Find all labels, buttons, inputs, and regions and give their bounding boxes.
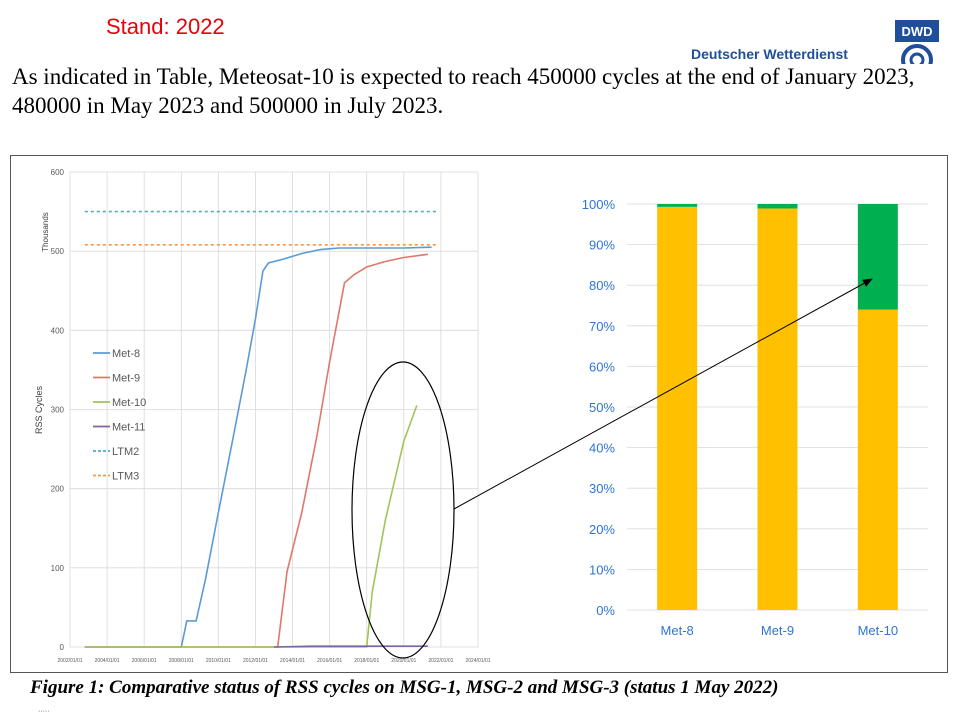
bar-segment-met-10-1 — [857, 204, 898, 310]
bar-chart-ytick-label: 0% — [596, 603, 615, 618]
bar-segment-met-8-0 — [657, 206, 698, 611]
series-line-met-11 — [273, 645, 428, 648]
line-chart-ytick-label: 100 — [51, 564, 65, 573]
bar-chart-ytick-label: 60% — [589, 359, 615, 374]
line-chart-xtick-label: 2010/01/01 — [206, 658, 231, 664]
bar-chart-ytick-label: 70% — [589, 319, 615, 334]
intro-paragraph: As indicated in Table, Meteosat-10 is ex… — [12, 64, 915, 118]
footnote-mark: ····· — [38, 708, 50, 715]
legend-label-met-9: Met-9 — [112, 373, 140, 385]
bar-segment-met-8-1 — [657, 204, 698, 207]
bar-chart-category-label: Met-10 — [858, 623, 898, 638]
line-chart-ylabel: RSS Cycles — [34, 385, 44, 434]
line-chart-xtick-label: 2006/01/01 — [132, 658, 157, 664]
line-chart-xtick-label: 2014/01/01 — [280, 658, 305, 664]
bar-chart-ytick-label: 20% — [589, 522, 615, 537]
series-line-met-10 — [84, 405, 418, 648]
line-chart-xtick-label: 2022/01/01 — [428, 658, 453, 664]
bar-segment-met-9-1 — [757, 204, 798, 209]
line-chart-xtick-label: 2008/01/01 — [169, 658, 194, 664]
figure-caption: Figure 1: Comparative status of RSS cycl… — [30, 677, 779, 698]
bar-chart: 0% 10% 20% 30% 40% 50% 60% 70% 80% 90% 100% Met-8 M… — [582, 197, 928, 638]
stand-label: Stand: 2022 — [106, 14, 225, 39]
dwd-logo-icon: DWD — [895, 20, 939, 64]
annotation-layer — [351, 278, 873, 659]
legend-label-ltm3: LTM3 — [112, 471, 139, 483]
line-chart-ytick-label: 0 — [60, 643, 65, 652]
bar-chart-ytick-label: 80% — [589, 278, 615, 293]
legend-label-met-10: Met-10 — [112, 397, 146, 409]
bar-segment-met-10-0 — [857, 309, 898, 610]
dwd-logo-text: Deutscher Wetterdienst — [691, 46, 848, 62]
highlight-ellipse — [351, 361, 455, 659]
legend-label-met-8: Met-8 — [112, 348, 140, 360]
bar-chart-ytick-label: 50% — [589, 400, 615, 415]
bar-chart-ytick-label: 30% — [589, 481, 615, 496]
bar-chart-ytick-label: 90% — [589, 238, 615, 253]
line-chart-ytick-label: 600 — [51, 168, 65, 177]
bar-chart-category-label: Met-9 — [761, 623, 794, 638]
line-chart-ytick-label: 300 — [51, 406, 65, 415]
line-chart-ytick-label: 500 — [51, 247, 65, 256]
bar-chart-category-label: Met-8 — [661, 623, 694, 638]
line-chart-xtick-label: 2018/01/01 — [354, 658, 379, 664]
line-chart-xtick-label: 2016/01/01 — [317, 658, 342, 664]
bar-chart-ytick-label: 40% — [589, 441, 615, 456]
line-chart-xtick-label: 2024/01/01 — [465, 658, 490, 664]
series-line-met-8 — [84, 246, 432, 648]
line-chart-xtick-label: 2002/01/01 — [57, 658, 82, 664]
bar-chart-ytick-label: 100% — [582, 197, 616, 212]
bar-chart-ytick-label: 10% — [589, 562, 615, 577]
bar-segment-met-9-0 — [757, 208, 798, 610]
line-chart-xtick-label: 2020/01/01 — [391, 658, 416, 664]
line-chart-xtick-label: 2012/01/01 — [243, 658, 268, 664]
legend-label-ltm2: LTM2 — [112, 446, 139, 458]
line-chart-ytick-label: 400 — [51, 326, 65, 335]
legend-label-met-11: Met-11 — [112, 422, 145, 434]
figure-frame — [10, 155, 948, 673]
line-chart-yunit-label: Thousands — [41, 212, 50, 252]
dwd-logo-badge: DWD — [901, 24, 932, 39]
line-chart: Thousands RSS Cycles 0 100 200 300 400 500 600… — [34, 168, 491, 664]
line-chart-xtick-label: 2004/01/01 — [95, 658, 120, 664]
line-chart-ytick-label: 200 — [51, 485, 65, 494]
annotation-arrow — [453, 278, 873, 510]
